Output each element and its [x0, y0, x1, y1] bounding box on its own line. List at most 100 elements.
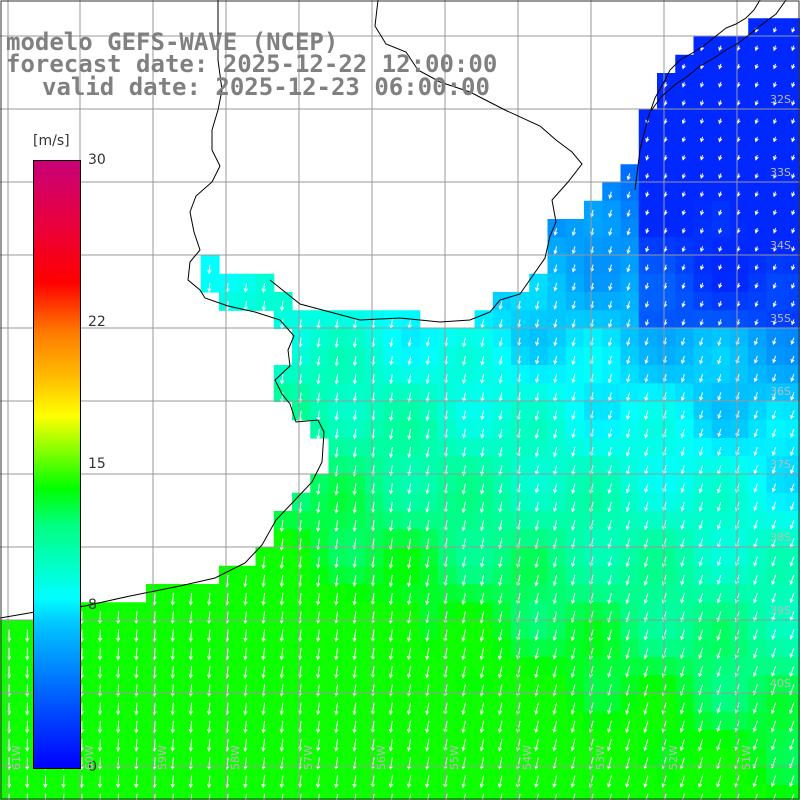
wind-arrow — [716, 702, 722, 714]
wind-arrow — [534, 647, 539, 660]
wind-cell — [784, 438, 800, 457]
wind-arrow — [352, 447, 357, 458]
wind-arrow — [754, 209, 759, 216]
colorbar-tick-label: 22 — [88, 313, 106, 330]
wind-arrow — [626, 300, 631, 310]
wind-arrow — [644, 410, 649, 421]
wind-arrow — [771, 501, 777, 511]
wind-arrow — [773, 45, 777, 52]
wind-arrow — [116, 720, 121, 734]
wind-arrow — [462, 428, 467, 439]
wind-arrow — [498, 592, 503, 605]
wind-cell — [784, 565, 800, 585]
wind-cell — [711, 784, 731, 800]
wind-cell — [36, 784, 56, 800]
wind-cell — [784, 730, 800, 749]
wind-cell — [91, 784, 111, 800]
wind-arrow — [753, 355, 758, 364]
wind-arrow — [644, 501, 649, 512]
wind-arrow — [243, 647, 248, 661]
wind-arrow — [571, 428, 576, 439]
wind-arrow — [388, 629, 393, 643]
wind-arrow — [479, 629, 485, 643]
wind-arrow — [607, 592, 612, 605]
wind-cell — [784, 182, 800, 202]
wind-arrow — [773, 227, 777, 234]
wind-arrow — [625, 629, 631, 642]
wind-arrow — [645, 246, 650, 253]
wind-arrow — [389, 355, 394, 366]
wind-arrow — [607, 574, 612, 586]
wind-arrow — [25, 757, 30, 771]
wind-arrow — [700, 191, 705, 198]
wind-arrow — [497, 647, 503, 661]
wind-arrow — [773, 209, 777, 216]
wind-arrow — [461, 520, 466, 532]
wind-arrow — [534, 446, 539, 458]
wind-arrow — [771, 483, 777, 493]
wind-arrow — [552, 501, 558, 513]
wind-arrow — [625, 483, 631, 494]
wind-arrow — [625, 775, 631, 788]
wind-arrow — [243, 684, 248, 698]
wind-arrow — [789, 592, 795, 604]
lat-label: 40S — [770, 677, 791, 690]
wind-arrow — [753, 410, 758, 420]
wind-arrow — [388, 611, 393, 624]
wind-arrow — [571, 574, 576, 586]
wind-arrow — [698, 738, 704, 752]
wind-arrow — [243, 757, 248, 771]
wind-arrow — [352, 392, 357, 403]
wind-arrow — [188, 647, 193, 661]
wind-arrow — [754, 118, 759, 125]
wind-arrow — [681, 246, 686, 253]
wind-arrow — [425, 374, 430, 385]
wind-arrow — [334, 720, 339, 734]
wind-arrow — [681, 227, 686, 234]
wind-arrow — [753, 647, 758, 659]
lon-label: 61W — [10, 745, 23, 770]
wind-arrow — [425, 739, 430, 752]
wind-arrow — [571, 373, 576, 384]
wind-arrow — [752, 775, 758, 788]
wind-arrow — [261, 739, 266, 752]
wind-arrow — [681, 81, 686, 88]
wind-arrow — [698, 574, 704, 586]
wind-arrow — [571, 410, 576, 421]
wind-arrow — [206, 720, 212, 734]
wind-cell — [784, 383, 800, 403]
wind-arrow — [116, 775, 121, 789]
wind-cell — [784, 109, 800, 129]
wind-arrow — [170, 611, 175, 625]
wind-arrow — [498, 428, 503, 440]
wind-arrow — [571, 483, 576, 495]
wind-arrow — [188, 629, 193, 643]
wind-arrow — [754, 227, 759, 234]
wind-arrow — [352, 556, 357, 569]
wind-arrow — [679, 702, 685, 715]
wind-arrow — [681, 191, 686, 198]
wind-cell — [638, 784, 658, 800]
wind-arrow — [388, 739, 393, 752]
wind-cell — [292, 784, 311, 800]
wind-arrow — [97, 684, 103, 698]
wind-cell — [784, 511, 800, 530]
wind-arrow — [681, 300, 686, 308]
wind-arrow — [389, 392, 394, 403]
lat-label: 33S — [770, 166, 791, 179]
wind-arrow — [698, 501, 704, 512]
wind-arrow — [790, 501, 795, 511]
wind-arrow — [791, 118, 796, 125]
wind-arrow — [188, 666, 193, 679]
wind-arrow — [352, 501, 357, 514]
wind-arrow — [553, 446, 558, 458]
wind-arrow — [97, 702, 103, 716]
wind-cell — [784, 693, 800, 713]
wind-vector-field — [6, 27, 796, 800]
wind-arrow — [789, 702, 795, 715]
wind-arrow — [425, 684, 430, 697]
wind-arrow — [791, 264, 796, 271]
wind-arrow — [771, 629, 777, 640]
wind-arrow — [206, 629, 212, 643]
wind-arrow — [425, 337, 430, 348]
